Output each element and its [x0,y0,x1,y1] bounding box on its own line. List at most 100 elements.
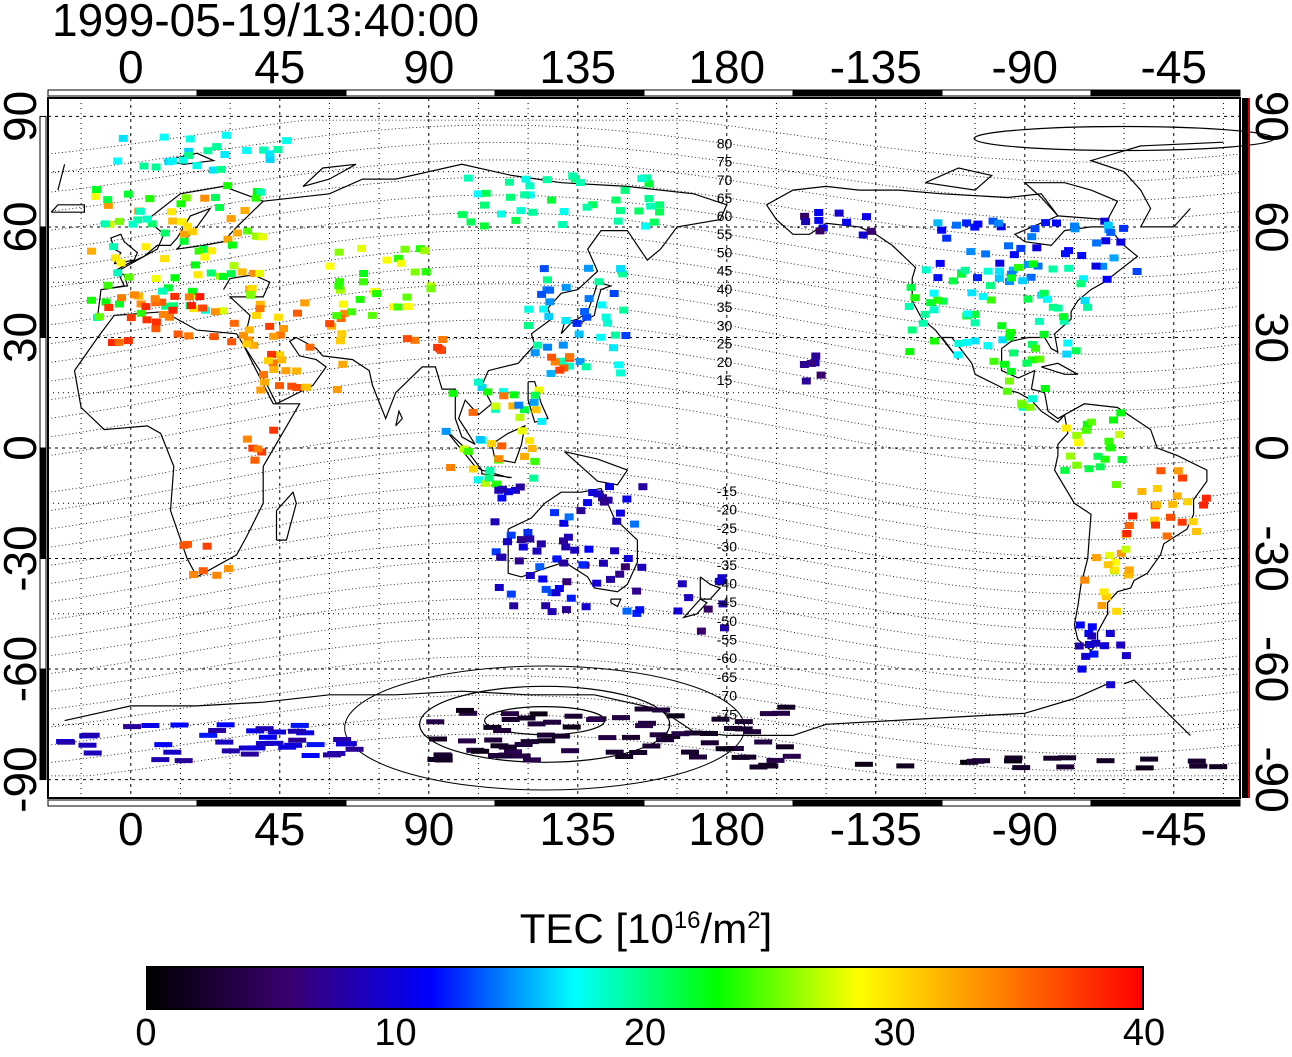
tec-cell [269,332,279,340]
right-lat-label: 60 [1246,201,1292,252]
right-lat-label: -30 [1246,525,1292,591]
right-lat-label: 90 [1246,91,1292,142]
tec-cell [402,293,412,301]
tec-cell [1102,275,1112,283]
tec-cell [1005,333,1015,341]
tec-cell [937,226,947,234]
tec-cell [910,294,920,302]
tec-cell [1048,265,1058,273]
tec-cell [485,467,495,475]
tec-cell [193,271,203,279]
tec-cell [632,609,642,617]
tec-cell [244,326,254,334]
tec-cell [905,348,915,356]
tec-cell [158,311,168,318]
tec-cell [337,330,347,338]
tec-cell [1089,650,1099,658]
tec-cell [287,382,297,390]
tec-cell [907,326,917,334]
mlat-label: -40 [717,576,737,592]
coastline [527,381,549,423]
tec-cell [1095,463,1105,471]
coastline [1023,182,1119,221]
tec-cell [83,750,102,756]
tec-cell [169,302,179,310]
tec-cell [188,228,198,236]
tec-cell [163,749,182,755]
tec-cell [629,750,648,755]
tec-cell [574,330,584,338]
colorbar-tick-label: 40 [1122,1012,1166,1054]
tec-cell [334,248,344,256]
tec-cell [561,543,571,551]
tec-cell [601,313,611,321]
tec-cell [606,575,615,583]
tec-cell [586,717,605,722]
tec-cell [529,474,539,482]
tec-cell [644,195,654,202]
tec-cell [1116,549,1126,557]
tec-cell [539,305,549,313]
tec-cell [477,384,487,391]
tec-cell [481,189,491,197]
mlat-label: -30 [717,538,737,554]
tec-cell [441,427,451,435]
tec-cell [468,408,478,416]
tec-cell [218,307,227,315]
top-lon-label: 45 [254,41,305,93]
tec-cell [1091,639,1101,647]
tec-cell [684,594,694,602]
tec-cell [173,330,183,338]
tec-cell [242,147,252,154]
tec-cell [484,737,503,743]
tec-cell [1152,485,1162,492]
tec-cell [265,150,275,158]
mlat-label: 25 [717,336,733,352]
tec-cell [484,474,494,482]
tec-cell [561,748,580,754]
tec-cell [926,299,936,307]
tec-cell [325,262,335,270]
tec-cell [1012,765,1031,771]
tec-cell [273,146,283,153]
tec-cell [962,338,972,346]
coastline [925,167,993,191]
tec-cell [613,217,623,225]
tec-cell [126,314,136,322]
tec-cell [179,541,189,549]
tec-cell [584,295,594,303]
tec-cell [1077,252,1087,259]
tec-cell [942,234,952,242]
tec-cell [938,297,948,305]
tec-cell [537,290,547,298]
tec-cell [267,350,277,358]
tec-cell [616,369,626,377]
tec-cell [584,264,593,272]
left-lat-label: -60 [0,636,46,702]
tec-cell [301,753,320,758]
tec-cell [1033,262,1043,270]
tec-cell [150,295,160,303]
tec-cell [124,273,134,281]
tec-cell [564,513,574,521]
tec-cell [504,488,513,496]
tec-cell [605,749,624,755]
coastline [57,141,1224,228]
tec-cell [1128,512,1138,520]
tec-cell [997,322,1007,330]
tec-cell [1100,217,1110,225]
tec-cell [529,398,539,406]
tec-cell [1022,359,1032,367]
tec-cell [622,734,640,740]
tec-cell [181,194,191,202]
tec-cell [427,757,446,762]
tec-cell [614,361,624,369]
mlat-label: 45 [717,263,733,279]
tec-cell [1014,263,1024,271]
tec-cell [547,608,557,616]
tec-cell [522,757,541,763]
mlat-label: 55 [717,226,733,242]
tec-cell [1081,652,1091,660]
tec-cell [357,244,367,252]
tec-cell [151,757,170,763]
